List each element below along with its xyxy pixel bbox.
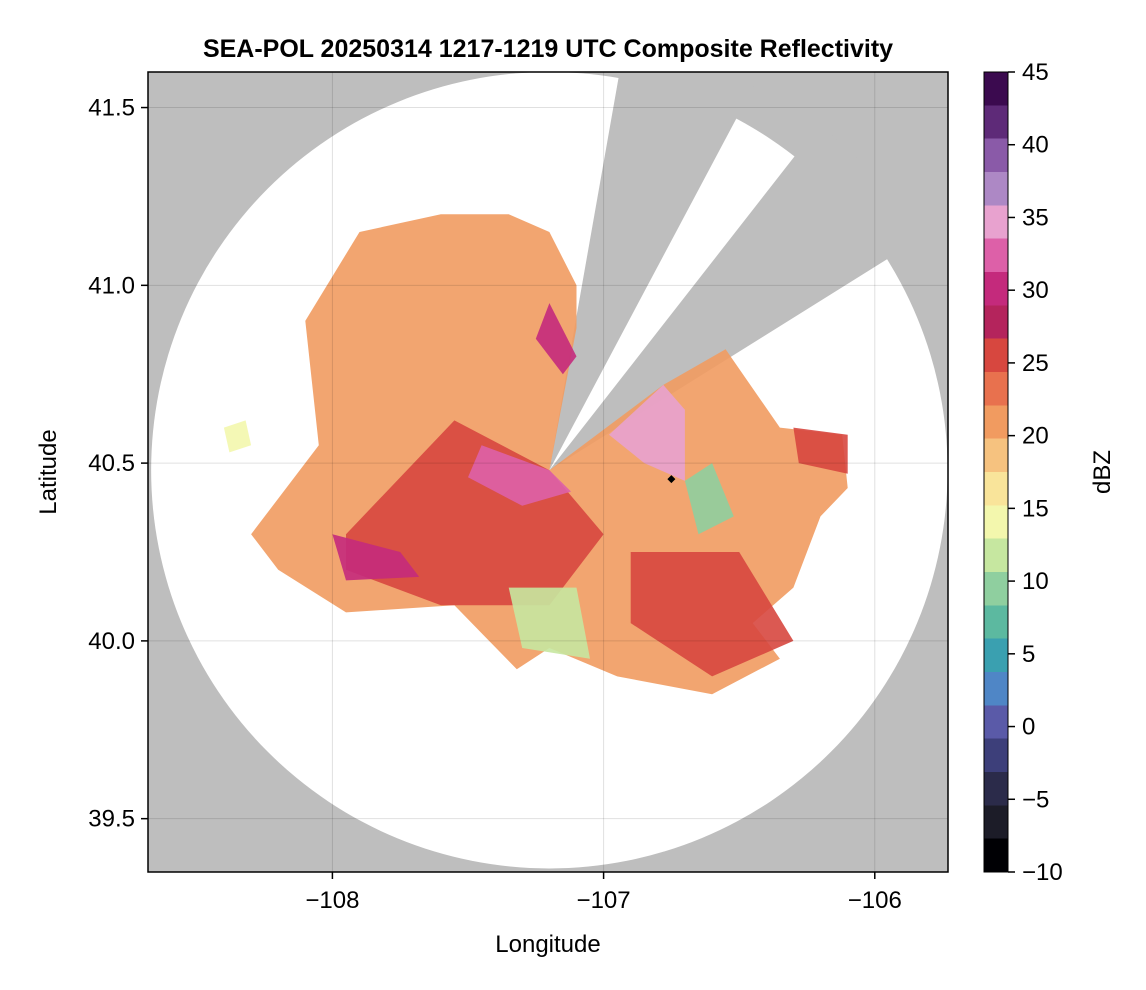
colorbar-tick-label: 25 [1022, 350, 1049, 377]
echo-northeast-core [609, 384, 685, 481]
plot-area [148, 72, 948, 872]
colorbar-tick-label: 20 [1022, 423, 1049, 450]
echo-south-clear-pocket [508, 587, 590, 659]
echo-east-cell [793, 427, 848, 474]
y-axis: 39.5 40.0 40.5 41.0 41.5 [88, 95, 148, 833]
colorbar-ticks: −10 −5 0 5 10 15 20 25 30 35 40 45 [1008, 59, 1063, 886]
x-tick-label: −108 [305, 887, 359, 914]
colorbar-tick-label: 10 [1022, 568, 1049, 595]
colorbar-tick-label: 0 [1022, 714, 1035, 741]
x-tick-label: −107 [577, 887, 631, 914]
y-tick-label: 40.0 [88, 628, 135, 655]
x-tick-label: −106 [848, 887, 902, 914]
y-tick-label: 40.5 [88, 450, 135, 477]
x-axis-label: Longitude [495, 931, 600, 958]
colorbar-label: dBZ [1089, 450, 1116, 494]
echo-southeast-core [630, 552, 794, 677]
site-marker-layer [667, 475, 676, 484]
reflectivity-echoes [223, 214, 848, 695]
colorbar-tick-label: 15 [1022, 495, 1049, 522]
grid-lines [148, 72, 948, 872]
echo-east-clear-pocket [684, 463, 734, 535]
y-tick-label: 41.5 [88, 95, 135, 122]
colorbar-tick-label: −10 [1022, 859, 1063, 886]
colorbar-gradient [983, 71, 1009, 873]
y-tick-label: 41.0 [88, 272, 135, 299]
plot-frame [147, 71, 949, 873]
y-axis-label: Latitude [35, 429, 62, 514]
colorbar-tick-label: 35 [1022, 204, 1049, 231]
colorbar-tick-label: 30 [1022, 277, 1049, 304]
blocked-sector-2 [549, 124, 921, 471]
colorbar: −10 −5 0 5 10 15 20 25 30 35 40 45 dBZ [983, 59, 1116, 886]
blocked-sector-1 [549, 72, 756, 471]
x-axis: −108 −107 −106 [305, 872, 902, 914]
echo-central-intense [468, 445, 572, 506]
echo-west-lobe [223, 420, 252, 453]
site-marker [667, 475, 676, 484]
colorbar-tick-label: 5 [1022, 641, 1035, 668]
y-tick-label: 39.5 [88, 806, 135, 833]
colorbar-tick-label: 45 [1022, 59, 1049, 86]
colorbar-tick-label: 40 [1022, 132, 1049, 159]
echo-southwest-band [332, 534, 420, 581]
echo-northern-streak [535, 303, 577, 375]
chart-title: SEA-POL 20250314 1217-1219 UTC Composite… [203, 35, 893, 63]
colorbar-tick-label: −5 [1022, 786, 1049, 813]
